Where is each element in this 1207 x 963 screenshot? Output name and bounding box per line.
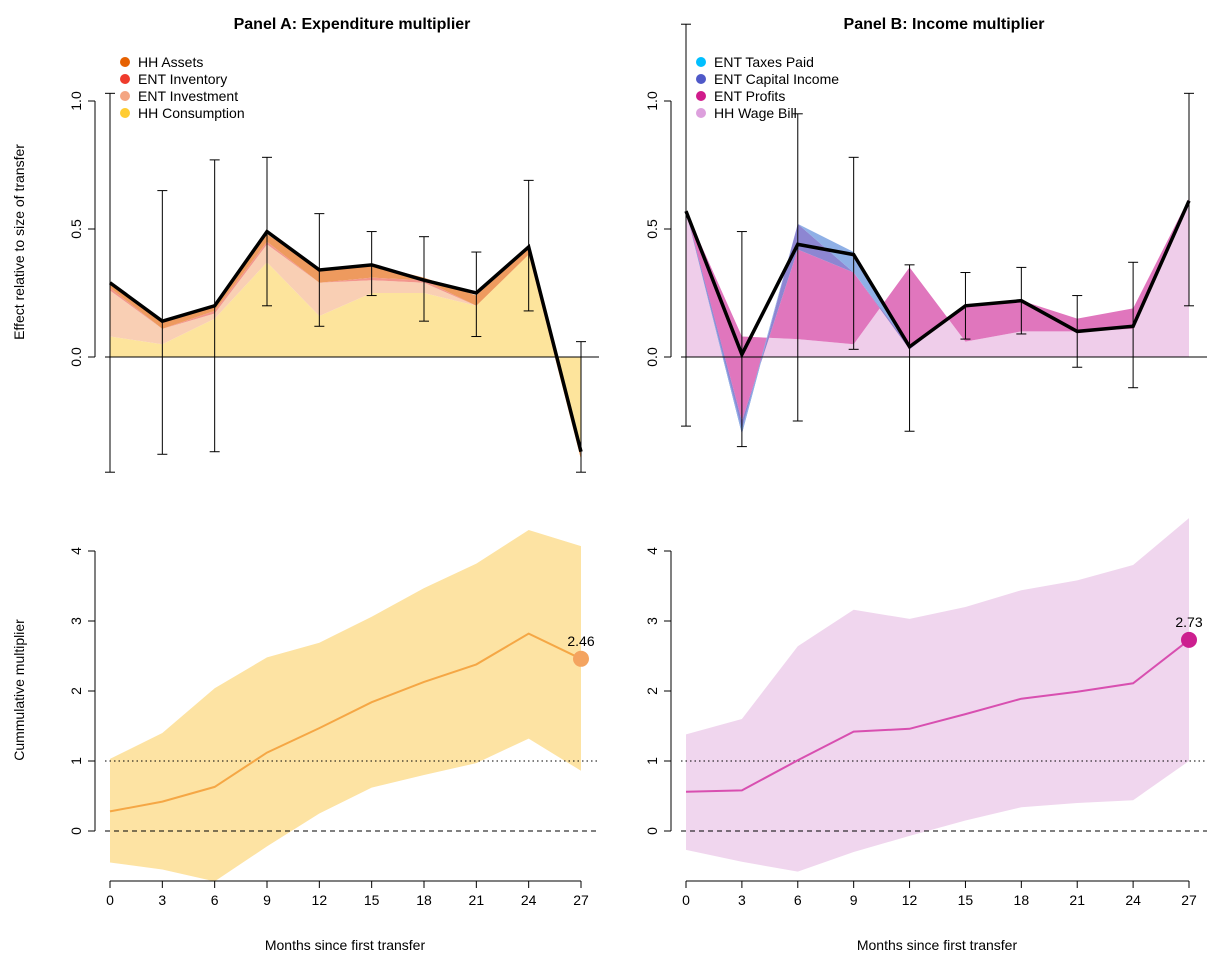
y-tick-label: 0.5 [644, 219, 660, 239]
legend-marker [120, 74, 130, 84]
legend-label: HH Wage Bill [714, 105, 797, 121]
end-point-marker [573, 650, 589, 667]
y-axis-label-top: Effect relative to size of transfer [11, 144, 27, 340]
x-axis-label-left: Months since first transfer [265, 937, 426, 953]
end-point-label: 2.73 [1175, 614, 1202, 630]
cumulative-line [109, 632, 582, 813]
x-tick-label: 3 [738, 892, 746, 908]
y-tick-label: 1 [68, 757, 84, 765]
confidence-band [110, 530, 581, 882]
y-tick-label: 3 [644, 617, 660, 625]
y-tick-label: 1.0 [68, 91, 84, 111]
x-tick-label: 21 [469, 892, 485, 908]
y-tick-label: 3 [68, 617, 84, 625]
legend-label: ENT Inventory [138, 71, 227, 87]
x-tick-label: 15 [958, 892, 974, 908]
legend-marker [696, 74, 706, 84]
y-tick-label: 4 [68, 547, 84, 555]
legend-label: ENT Taxes Paid [714, 54, 814, 70]
y-tick-label: 0 [68, 827, 84, 835]
legend-marker [696, 108, 706, 118]
y-tick-label: 1 [644, 757, 660, 765]
y-axis-label-bottom: Cummulative multiplier [11, 619, 27, 761]
x-axis-label-right: Months since first transfer [857, 937, 1018, 953]
x-tick-label: 24 [1125, 892, 1141, 908]
y-tick-label: 0.0 [68, 347, 84, 367]
end-point-label: 2.46 [567, 633, 594, 649]
area-hh-wage-bill [686, 203, 1189, 357]
x-tick-label: 15 [364, 892, 380, 908]
end-point-marker [1181, 631, 1197, 648]
legend-label: ENT Investment [138, 88, 238, 104]
legend-marker [696, 57, 706, 67]
x-tick-label: 9 [850, 892, 858, 908]
legend-marker [120, 108, 130, 118]
y-tick-label: 1.0 [644, 91, 660, 111]
y-tick-label: 2 [644, 687, 660, 695]
y-tick-label: 0.0 [644, 347, 660, 367]
x-tick-label: 12 [312, 892, 328, 908]
x-tick-label: 12 [902, 892, 918, 908]
area-ent-investment [110, 244, 581, 460]
x-tick-label: 0 [106, 892, 114, 908]
legend-label: HH Consumption [138, 105, 245, 121]
area-hh-assets [110, 234, 581, 460]
x-tick-label: 21 [1069, 892, 1085, 908]
legend-marker [696, 91, 706, 101]
x-tick-label: 27 [573, 892, 589, 908]
x-tick-label: 6 [211, 892, 219, 908]
area-ent-inventory [110, 241, 581, 460]
panel-b-title: Panel B: Income multiplier [844, 16, 1045, 33]
x-tick-label: 24 [521, 892, 537, 908]
x-tick-label: 18 [1014, 892, 1030, 908]
total-line [108, 229, 583, 453]
y-tick-label: 0.5 [68, 219, 84, 239]
y-tick-label: 0 [644, 827, 660, 835]
panel-a-title: Panel A: Expenditure multiplier [234, 16, 471, 33]
y-tick-label: 2 [68, 687, 84, 695]
confidence-band [686, 518, 1189, 872]
panel-b-top: Panel B: Income multiplier 0.0 0.5 1.0 ENT … [644, 16, 1207, 448]
legend-marker [120, 57, 130, 67]
legend-label: ENT Profits [714, 88, 785, 104]
panel-a-top: Panel A: Expenditure multiplier 0.0 0.5 1.… [68, 16, 599, 473]
y-tick-label: 4 [644, 547, 660, 555]
x-tick-label: 18 [416, 892, 432, 908]
legend-label: HH Assets [138, 54, 203, 70]
x-tick-label: 9 [263, 892, 271, 908]
cumulative-line [685, 639, 1190, 793]
area-ent-profits [686, 198, 1189, 421]
total-line [684, 200, 1191, 359]
legend-label: ENT Capital Income [714, 71, 839, 87]
legend-marker [120, 91, 130, 101]
x-tick-label: 6 [794, 892, 802, 908]
x-tick-label: 27 [1181, 892, 1197, 908]
x-tick-label: 0 [682, 892, 690, 908]
x-tick-label: 3 [158, 892, 166, 908]
area-ent-taxes-paid [686, 198, 1189, 434]
